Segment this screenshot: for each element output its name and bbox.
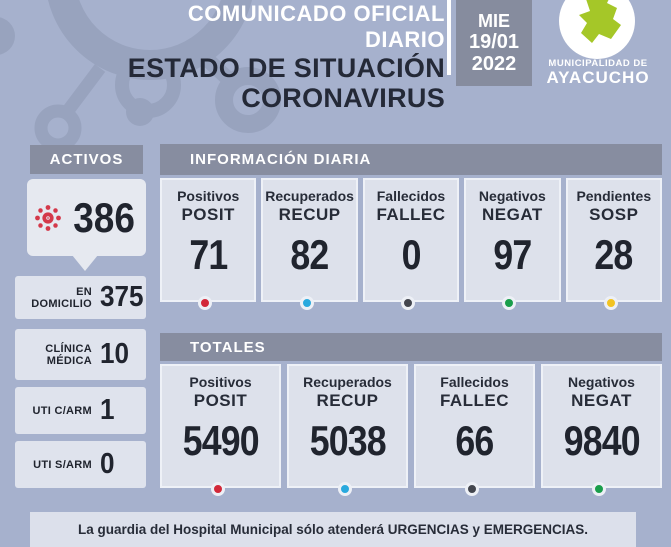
totals-card-positivos: Positivos POSIT 5490 xyxy=(160,364,281,496)
totals-cards: Positivos POSIT 5490 Recuperados RECUP 5… xyxy=(160,364,662,496)
status-dot-blue xyxy=(299,296,314,310)
card-label: Fallecidos xyxy=(376,188,446,204)
card-code: NEGAT xyxy=(482,205,543,224)
stat-row-uti-carm: UTI C/ARM 1 xyxy=(15,387,146,434)
card-value: 71 xyxy=(189,231,228,278)
card-code: POSIT xyxy=(181,205,235,224)
totals-card-recuperados: Recuperados RECUP 5038 xyxy=(287,364,408,496)
activos-header: ACTIVOS xyxy=(30,145,143,174)
daily-card-fallecidos: Fallecidos FALLEC 0 xyxy=(362,178,460,310)
stat-row-clinica: CLÍNICA MÉDICA 10 xyxy=(15,329,146,380)
card-label: Fallecidos xyxy=(440,374,509,390)
card-label: Recuperados xyxy=(303,374,392,390)
status-dot-green xyxy=(502,296,517,310)
stat-label: EN DOMICILIO xyxy=(31,285,92,310)
daily-card-pendientes: Pendientes SOSP 28 xyxy=(565,178,662,310)
stat-value: 1 xyxy=(100,394,115,426)
date-year: 2022 xyxy=(471,53,517,75)
footer-notice: La guardia del Hospital Municipal sólo a… xyxy=(30,512,636,547)
logo-org-line2: AYACUCHO xyxy=(546,68,650,87)
bubble-tail xyxy=(72,255,98,271)
stat-label: UTI C/ARM xyxy=(32,404,92,417)
stat-label: CLÍNICA MÉDICA xyxy=(45,342,92,367)
card-label: Positivos xyxy=(189,374,252,390)
totals-card-negativos: Negativos NEGAT 9840 xyxy=(541,364,662,496)
card-label: Recuperados xyxy=(265,188,354,204)
stat-label: UTI S/ARM xyxy=(33,458,92,471)
title-line-3: CORONAVIRUS xyxy=(241,83,445,113)
daily-card-positivos: Positivos POSIT 71 xyxy=(160,178,257,310)
card-code: RECUP xyxy=(278,205,341,224)
municipality-logo: MUNICIPALIDAD DE AYACUCHO xyxy=(536,0,660,100)
card-value: 97 xyxy=(493,231,532,278)
logo-circle xyxy=(559,0,635,59)
status-dot-green xyxy=(591,482,606,496)
stat-value: 10 xyxy=(100,338,130,370)
card-value: 66 xyxy=(455,417,494,464)
date-box: MIE 19/01 2022 xyxy=(456,0,532,86)
totals-section-header: TOTALES xyxy=(160,333,662,361)
card-label: Negativos xyxy=(478,188,546,204)
totals-section-title: TOTALES xyxy=(190,338,266,356)
card-code: FALLEC xyxy=(439,391,510,410)
active-cases-count: 386 xyxy=(73,193,136,241)
daily-card-negativos: Negativos NEGAT 97 xyxy=(464,178,561,310)
active-cases-bubble: 386 xyxy=(27,179,146,256)
card-label: Positivos xyxy=(177,188,240,204)
card-label: Negativos xyxy=(568,374,635,390)
virus-icon xyxy=(35,204,62,231)
title-line-2: ESTADO DE SITUACIÓN xyxy=(127,53,445,83)
card-code: SOSP xyxy=(589,205,639,224)
card-value: 5490 xyxy=(182,417,259,464)
daily-section-title: INFORMACIÓN DIARIA xyxy=(190,151,372,168)
card-code: RECUP xyxy=(316,391,379,410)
status-dot-dark xyxy=(400,296,415,310)
title-line-1: COMUNICADO OFICIAL DIARIO xyxy=(187,1,445,52)
date-value: 19/01 xyxy=(468,31,520,53)
stat-row-uti-sarm: UTI S/ARM 0 xyxy=(15,441,146,488)
stat-row-domicilio: EN DOMICILIO 375 xyxy=(15,276,146,319)
card-value: 0 xyxy=(401,231,421,278)
totals-card-fallecidos: Fallecidos FALLEC 66 xyxy=(414,364,535,496)
card-value: 5038 xyxy=(309,417,386,464)
footer-notice-text: La guardia del Hospital Municipal sólo a… xyxy=(77,522,589,537)
header-divider xyxy=(447,0,451,75)
stat-value: 375 xyxy=(100,281,144,313)
daily-section-header: INFORMACIÓN DIARIA xyxy=(160,144,662,175)
status-dot-red xyxy=(198,296,213,310)
daily-cards: Positivos POSIT 71 Recuperados RECUP 82 … xyxy=(160,178,662,310)
stat-value: 0 xyxy=(100,448,115,480)
status-dot-blue xyxy=(337,482,352,496)
card-code: NEGAT xyxy=(571,391,632,410)
card-value: 28 xyxy=(594,231,634,278)
card-code: POSIT xyxy=(193,391,248,410)
status-dot-red xyxy=(210,482,225,496)
card-label: Pendientes xyxy=(576,188,652,204)
daily-card-recuperados: Recuperados RECUP 82 xyxy=(261,178,358,310)
card-code: FALLEC xyxy=(376,205,446,224)
page-title: COMUNICADO OFICIAL DIARIO ESTADO DE SITU… xyxy=(110,1,445,113)
date-day: MIE xyxy=(477,11,510,31)
logo-org-line1: MUNICIPALIDAD DE xyxy=(548,58,648,69)
ayacucho-map-icon xyxy=(579,0,621,43)
card-value: 82 xyxy=(290,231,330,278)
status-dot-dark xyxy=(464,482,479,496)
card-value: 9840 xyxy=(563,417,640,464)
status-dot-yellow xyxy=(603,296,618,310)
